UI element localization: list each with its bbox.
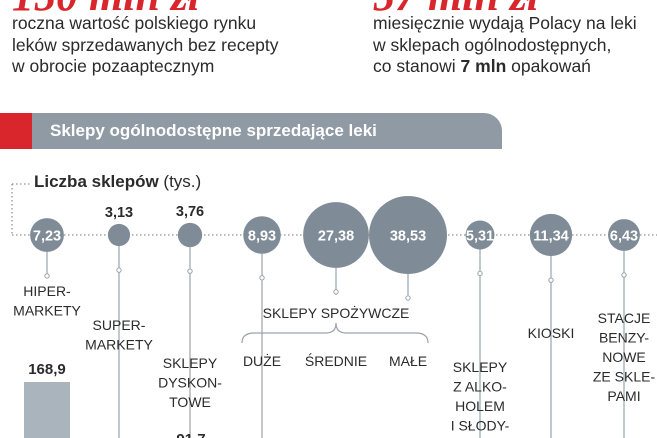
banner-accent [0, 113, 32, 149]
chart-stems [44, 235, 627, 438]
section-banner [0, 113, 502, 149]
left-caption-line: roczna wartość polskiego rynku [12, 13, 257, 33]
chart-title-unit: (tys.) [158, 172, 202, 191]
bubble-value-label: 8,93 [248, 229, 276, 245]
category-label-line: SKLEPY [453, 359, 508, 375]
category-label-line: ZE SKLE- [593, 369, 656, 385]
category-label-line: ŚREDNIE [305, 352, 367, 369]
category-label: HIPER- MARKETY [13, 283, 81, 319]
category-label-line: SKLEPY [163, 355, 218, 371]
right-caption-post: opakowań [506, 56, 591, 76]
bubble-value-label: 3,76 [176, 204, 204, 220]
bubble-value-label: 6,43 [610, 229, 638, 245]
bubble-ma-e [369, 196, 447, 274]
stem-node [187, 268, 193, 274]
bubble-du-e [243, 216, 281, 254]
chart-labels: 7,23 HIPER- MARKETY 3,13 SUPER- MARKETY 3,76 SK… [13, 204, 655, 434]
category-label-line: PAMI [607, 388, 640, 404]
bubble-sklepy-dyskontowe [177, 222, 203, 248]
category-label-line: Z ALKO- [453, 379, 507, 395]
bubble-value-label: 7,23 [33, 229, 61, 245]
stem-node [259, 275, 265, 281]
category-label-line: MAŁE [389, 353, 427, 369]
chart-bars: 168,9 91,7 [24, 361, 206, 438]
bubble-supermarkety [107, 223, 131, 247]
category-label: MAŁE [389, 353, 427, 369]
category-label-line: MARKETY [13, 303, 81, 319]
category-label-line: HIPER- [23, 283, 71, 299]
category-label: SUPER- MARKETY [85, 317, 153, 353]
left-caption: roczna wartość polskiego rynku leków spr… [12, 13, 279, 78]
banner-title: Sklepy ogólnodostępne sprzedające leki [50, 121, 377, 140]
bubble-value-label: 3,13 [105, 205, 133, 221]
group-label: SKLEPY SPOŻYWCZE [263, 304, 410, 321]
right-caption-line: miesięcznie wydają Polacy na leki [373, 13, 637, 33]
stem-node [405, 295, 411, 301]
category-label-line: MARKETY [85, 337, 153, 353]
bubble-value-label: 38,53 [390, 229, 426, 245]
left-caption-line: w obrocie pozaaptecznym [12, 56, 215, 76]
chart-title-bold: Liczba sklepów [34, 172, 159, 191]
bubble-value-label: 11,34 [533, 229, 569, 245]
stem-node [477, 270, 483, 277]
category-label-line: KIOSKI [528, 325, 575, 341]
chart-bubbles [30, 196, 640, 274]
category-label: DUŻE [243, 352, 281, 369]
category-label: SKLEPY DYSKON- TOWE [158, 355, 222, 410]
category-label-line: STACJE [598, 310, 651, 326]
bubble-kioski [529, 213, 573, 257]
group-bracket: SKLEPY SPOŻYWCZE [241, 304, 429, 344]
bubble-value-label: 27,38 [318, 229, 354, 245]
bubble-value-label: 5,31 [466, 229, 494, 245]
right-caption: miesięcznie wydają Polacy na leki w skle… [373, 13, 637, 78]
right-caption-pre: co stanowi [373, 56, 461, 76]
stem-node [548, 277, 554, 283]
category-label-line: NOWE [602, 349, 646, 365]
bar-value-label: 168,9 [28, 361, 66, 378]
right-caption-line: w sklepach ogólnodostępnych, [373, 34, 612, 55]
bubble-stacje-benzynowe-ze-sklepami [608, 219, 640, 251]
category-label-line: I SŁODY- [451, 418, 510, 434]
category-label: ŚREDNIE [305, 352, 367, 369]
category-label-line: DYSKON- [158, 375, 222, 391]
category-label: KIOSKI [528, 325, 575, 341]
category-label: SKLEPY Z ALKO- HOLEM I SŁODY- [451, 359, 510, 434]
category-label-line: BENZY- [599, 330, 649, 346]
stem-node [621, 272, 627, 278]
right-caption-bold: 7 mln [460, 56, 507, 76]
bubble--rednie [303, 202, 369, 268]
stem-node [116, 267, 122, 273]
category-label-line: TOWE [169, 394, 211, 410]
stem-node [333, 289, 339, 295]
left-headline-value: 150 mln zł [12, 0, 200, 18]
left-caption-line: leków sprzedawanych bez recepty [12, 34, 279, 55]
stem-node [44, 273, 50, 279]
group-bracket-line [241, 322, 429, 344]
right-headline-value: 57 mln zł [373, 0, 539, 18]
chart-title: Liczba sklepów (tys.) [34, 172, 201, 192]
bubble-sklepy-z-alkoholem-i-s-odyczami [465, 220, 495, 250]
category-label-line: HOLEM [455, 398, 505, 414]
right-caption-line: co stanowi 7 mln opakowań [373, 56, 637, 78]
bar-hipermarkety [24, 382, 70, 438]
category-label-line: DUŻE [243, 352, 281, 369]
category-label-line: SUPER- [93, 317, 146, 333]
category-label: STACJE BENZY- NOWE ZE SKLE- PAMI [593, 310, 656, 404]
bar-value-label: 91,7 [176, 431, 205, 438]
bubble-hipermarkety [30, 218, 64, 252]
